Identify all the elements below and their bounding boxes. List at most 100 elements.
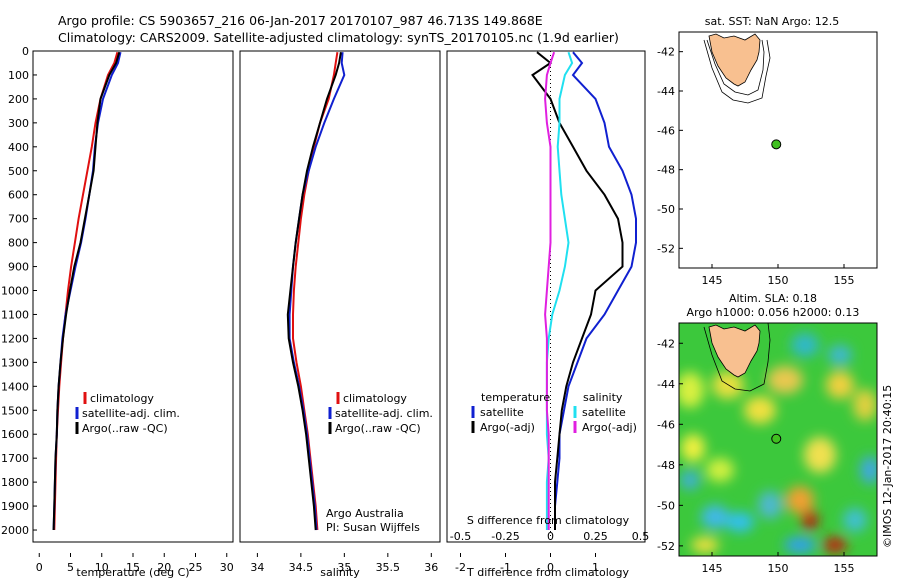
lon-tick-label: 155: [834, 274, 855, 287]
lat-tick-label: -42: [657, 46, 675, 59]
salinity-axes: [239, 50, 441, 543]
difference-legend: temperature salinity satellite Argo(-adj…: [471, 391, 637, 434]
depth-tick-label: 1600: [1, 428, 29, 441]
argo-float-marker: [771, 433, 782, 444]
shelf-contour-inner: [706, 39, 765, 96]
legend-satellite: satellite-adj. clim.: [335, 407, 433, 420]
legend-temp-satellite: satellite: [480, 406, 524, 419]
depth-tick-label: 1100: [1, 308, 29, 321]
s-diff-tick-label: -0.25: [491, 530, 519, 543]
x-tick-label: 34.5: [289, 561, 314, 574]
salinity-panel: 34 34.5 35 35.5 36 salinity climatology sate…: [239, 50, 441, 579]
lat-tick-label: -52: [657, 242, 675, 255]
x-tick-label: 0: [547, 561, 554, 574]
temperature-axes: [32, 50, 234, 543]
depth-tick-label: 1900: [1, 500, 29, 513]
depth-tick-label: 600: [8, 189, 29, 202]
lat-tick-label: -48: [657, 164, 675, 177]
tasmania-landmass: [708, 324, 761, 378]
depth-tick-label: 800: [8, 237, 29, 250]
legend-sal-argo: Argo(-adj): [582, 421, 637, 434]
temperature-xlabel: temperature (deg C): [76, 566, 189, 579]
x-tick-label: 25: [189, 561, 203, 574]
s-diff-tick-label: 0.5: [632, 530, 650, 543]
x-tick-label: 35: [337, 561, 351, 574]
lat-tick-label: -46: [657, 418, 675, 431]
sal-argo-diff-line: [544, 51, 556, 530]
lat-tick-label: -48: [657, 459, 675, 472]
argo-line: [286, 52, 342, 531]
depth-tick-label: 200: [8, 93, 29, 106]
lat-tick-label: -52: [657, 540, 675, 553]
depth-tick-label: 1300: [1, 356, 29, 369]
temperature-panel: 0100200300400500600700800900100011001200…: [1, 45, 451, 579]
lon-tick-label: 145: [702, 274, 723, 287]
lat-tick-label: -50: [657, 499, 675, 512]
x-tick-label: -1: [500, 561, 511, 574]
depth-tick-label: 400: [8, 141, 29, 154]
header-line-2: Climatology: CARS2009. Satellite-adjuste…: [58, 30, 619, 45]
sst-map-panel: sat. SST: NaN Argo: 12.5 145 150 155 -42 -44…: [657, 15, 878, 287]
sla-title-line-2: Argo h1000: 0.056 h2000: 0.13: [687, 306, 860, 319]
x-tick-label: 34: [250, 561, 264, 574]
lon-tick-label: 155: [834, 562, 855, 575]
x-tick-label: 10: [95, 561, 109, 574]
tasmania-landmass: [708, 33, 761, 87]
shelf-contour: [703, 323, 771, 392]
depth-tick-label: 1000: [1, 285, 29, 298]
temp-satellite-diff-line: [554, 51, 637, 530]
x-tick-label: 15: [126, 561, 140, 574]
lon-tick-label: 150: [768, 274, 789, 287]
depth-tick-label: 100: [8, 69, 29, 82]
x-tick-label: 5: [67, 561, 74, 574]
depth-tick-label: 0: [22, 45, 29, 58]
sla-map-panel: Altim. SLA: 0.18 Argo h1000: 0.056 h2000…: [657, 292, 894, 575]
shelf-contour-outer: [703, 39, 771, 104]
x-tick-label: 20: [157, 561, 171, 574]
depth-tick-label: 2000: [1, 524, 29, 537]
legend-argo: Argo(..raw -QC): [82, 422, 168, 435]
depth-tick-label: 300: [8, 117, 29, 130]
depth-tick-label: 1500: [1, 404, 29, 417]
depth-tick-label: 900: [8, 261, 29, 274]
lat-tick-label: -50: [657, 203, 675, 216]
lat-tick-label: -46: [657, 124, 675, 137]
difference-panel: -2 -1 0 1 -0.5 -0.25 0 0.25 0.5 T difference fro…: [446, 50, 650, 579]
temp-argo-diff-line: [531, 51, 624, 530]
temperature-legend: climatology satellite-adj. clim. Argo(..…: [75, 392, 180, 435]
legend-title-salinity: salinity: [583, 391, 623, 404]
lon-tick-label: 150: [768, 562, 789, 575]
depth-tick-label: 500: [8, 165, 29, 178]
x-tick-label: 35.5: [376, 561, 401, 574]
depth-tick-label: 1200: [1, 332, 29, 345]
depth-tick-label: 1700: [1, 452, 29, 465]
x-tick-label: 0: [36, 561, 43, 574]
s-diff-tick-label: 0: [547, 530, 554, 543]
lon-tick-label: 145: [702, 562, 723, 575]
sst-map-axes: [678, 31, 878, 269]
lat-tick-label: -44: [657, 85, 675, 98]
legend-sal-satellite: satellite: [582, 406, 626, 419]
pi-label: PI: Susan Wijffels: [326, 521, 420, 534]
sla-title-line-1: Altim. SLA: 0.18: [729, 292, 817, 305]
x-tick-label: 36: [424, 561, 438, 574]
s-difference-xlabel: S difference from climatology: [467, 514, 630, 527]
lat-tick-label: -42: [657, 337, 675, 350]
imos-credit: ©IMOS 12-Jan-2017 20:40:15: [881, 385, 894, 548]
salinity-xlabel: salinity: [320, 566, 360, 579]
legend-title-temperature: temperature: [481, 391, 550, 404]
legend-satellite: satellite-adj. clim.: [82, 407, 180, 420]
argo-line: [52, 51, 121, 531]
legend-temp-argo: Argo(-adj): [480, 421, 535, 434]
x-tick-label: -2: [455, 561, 466, 574]
s-diff-tick-label: -0.5: [450, 530, 471, 543]
depth-tick-label: 1800: [1, 476, 29, 489]
sst-map-title: sat. SST: NaN Argo: 12.5: [705, 15, 839, 28]
lat-tick-label: -44: [657, 378, 675, 391]
depth-tick-label: 700: [8, 213, 29, 226]
legend-climatology: climatology: [343, 392, 407, 405]
legend-climatology: climatology: [90, 392, 154, 405]
header-line-1: Argo profile: CS 5903657_216 06-Jan-2017…: [58, 13, 543, 28]
argo-float-marker: [771, 139, 782, 150]
